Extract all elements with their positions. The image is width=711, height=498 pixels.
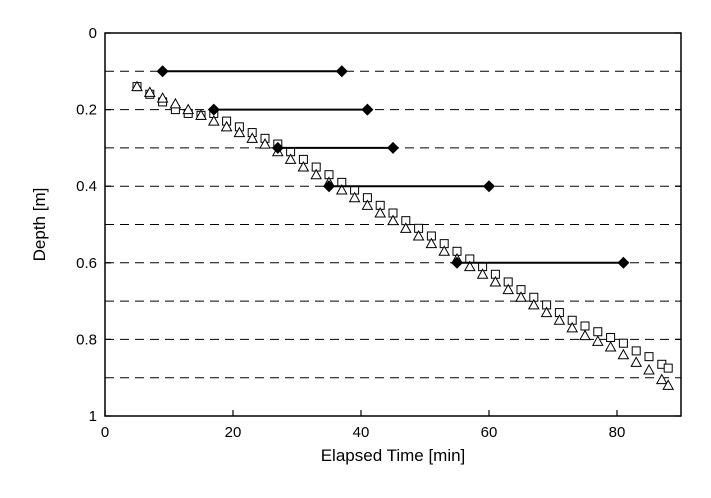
interval-end-point: [335, 65, 348, 78]
square-point: [580, 321, 590, 331]
triangle-point: [399, 222, 412, 233]
triangle-point: [476, 268, 489, 279]
triangle-point: [515, 291, 527, 302]
interval-end-point: [387, 141, 399, 154]
triangle-point: [566, 321, 579, 333]
triangle-point: [463, 260, 476, 272]
triangle-point: [207, 115, 220, 126]
x-tick-label: 20: [225, 424, 242, 441]
triangle-point: [374, 206, 387, 218]
y-axis-title: Depth [m]: [30, 188, 49, 262]
triangle-point: [425, 237, 438, 249]
triangle-point: [348, 191, 361, 203]
data-series: [131, 80, 675, 390]
triangle-point: [387, 214, 399, 226]
triangle-point: [143, 86, 156, 97]
y-tick-label: 0.4: [76, 178, 97, 195]
square-point: [663, 363, 673, 373]
x-tick-label: 40: [353, 424, 370, 441]
x-tick-label: 80: [609, 424, 626, 441]
x-tick-label: 0: [101, 424, 109, 441]
y-tick-label: 0: [89, 25, 97, 42]
y-tick-label: 0.8: [76, 331, 97, 348]
triangle-point: [662, 379, 675, 390]
triangle-point: [233, 126, 246, 138]
triangle-point: [489, 275, 502, 287]
interval-start-point: [323, 180, 335, 193]
triangle-point: [182, 103, 195, 115]
triangle-point: [591, 335, 604, 346]
triangle-point: [502, 283, 515, 295]
triangle-point: [553, 314, 566, 325]
x-tick-label: 60: [481, 424, 498, 441]
triangle-point: [335, 184, 348, 195]
triangle-point: [579, 329, 591, 341]
interval-end-point: [483, 180, 495, 193]
interval-start-point: [156, 65, 169, 78]
plot-frame: [104, 32, 682, 417]
triangle-point: [643, 364, 655, 375]
interval-end-point: [361, 103, 374, 116]
triangle-point: [284, 153, 297, 164]
triangle-point: [195, 109, 207, 120]
triangle-point: [412, 229, 425, 241]
triangle-point: [655, 373, 668, 385]
square-point: [631, 346, 641, 356]
triangle-point: [540, 306, 553, 318]
interval-start-point: [271, 141, 284, 154]
interval-start-point: [451, 256, 463, 269]
square-point: [618, 338, 628, 348]
triangle-point: [169, 97, 182, 109]
interval-end-point: [617, 256, 630, 269]
triangle-point: [220, 120, 233, 132]
triangle-point: [156, 92, 169, 103]
triangle-point: [527, 298, 540, 310]
square-point: [644, 352, 654, 362]
x-axis-title: Elapsed Time [min]: [321, 446, 466, 465]
y-tick-label: 0.6: [76, 255, 97, 272]
square-point: [606, 332, 616, 342]
y-tick-label: 0.2: [76, 102, 97, 119]
square-point: [593, 327, 603, 337]
triangle-point: [630, 356, 643, 367]
triangle-point: [131, 80, 143, 92]
triangle-point: [246, 132, 259, 143]
triangle-point: [617, 348, 630, 360]
interval-start-point: [207, 103, 220, 116]
triangle-point: [297, 161, 310, 172]
interval-markers: [156, 65, 630, 269]
triangle-point: [310, 168, 323, 180]
axis-ticks: 0 20 40 60 80 0 0.2 0.4 0.6 0.8 1: [76, 25, 681, 441]
triangle-point: [361, 199, 374, 210]
triangle-point: [604, 341, 617, 352]
triangle-point: [438, 245, 451, 256]
triangle-point: [259, 138, 271, 149]
y-tick-label: 1: [89, 408, 97, 425]
